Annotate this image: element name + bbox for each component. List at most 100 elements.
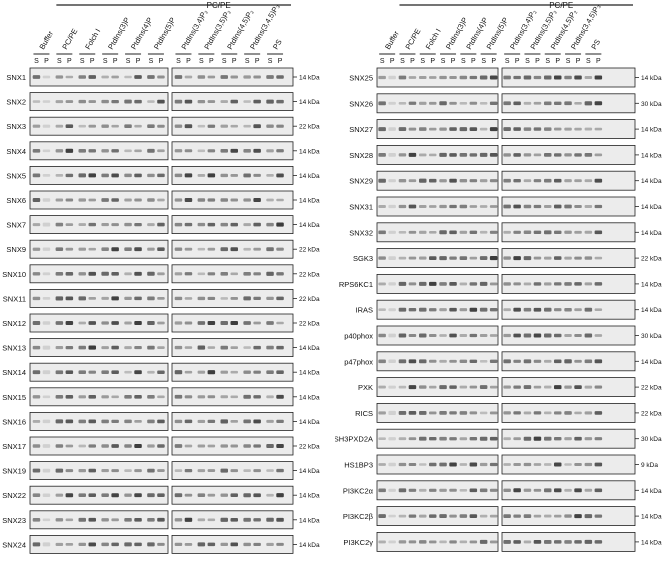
- band: [220, 124, 228, 128]
- band: [134, 222, 142, 227]
- band: [207, 198, 216, 202]
- blot-row: SNX32 14 kDa: [349, 222, 662, 243]
- band: [439, 514, 447, 519]
- band: [184, 149, 193, 153]
- band: [554, 514, 562, 518]
- band: [594, 178, 603, 183]
- band: [419, 436, 427, 441]
- band: [65, 272, 74, 276]
- band: [459, 334, 468, 337]
- band: [574, 282, 582, 286]
- band: [88, 419, 96, 424]
- kda-label: 14 kDa: [299, 345, 320, 352]
- band: [124, 517, 132, 522]
- band: [594, 75, 603, 80]
- band: [459, 179, 468, 183]
- band: [184, 272, 193, 276]
- band: [42, 174, 51, 177]
- band: [398, 462, 407, 467]
- band: [230, 296, 238, 300]
- band: [220, 395, 228, 399]
- band: [243, 149, 251, 153]
- band: [55, 419, 64, 424]
- band: [429, 411, 437, 415]
- band: [408, 488, 417, 492]
- s-label: S: [176, 58, 181, 65]
- s-label: S: [222, 58, 227, 65]
- band: [503, 75, 511, 80]
- p-label: P: [430, 58, 435, 65]
- band: [32, 247, 41, 251]
- band: [378, 178, 386, 183]
- band: [574, 463, 582, 466]
- band: [55, 100, 64, 104]
- band: [42, 468, 51, 473]
- p-label: P: [390, 58, 395, 65]
- band: [544, 436, 552, 441]
- band: [88, 247, 96, 251]
- band: [594, 204, 603, 209]
- protein-name: SNX11: [3, 294, 26, 303]
- band: [111, 198, 119, 202]
- kda-label: 14 kDa: [641, 281, 662, 288]
- band: [230, 395, 238, 399]
- band: [243, 517, 251, 522]
- kda-label: 14 kDa: [641, 230, 662, 237]
- protein-name: SNX2: [6, 98, 26, 107]
- band: [419, 101, 427, 105]
- band: [101, 419, 109, 424]
- band: [584, 514, 593, 519]
- band: [398, 153, 407, 157]
- blot-strip: [29, 313, 169, 333]
- band: [584, 333, 593, 338]
- blot-row: PI3KC2α 14 kDa: [343, 480, 662, 501]
- band: [533, 75, 542, 80]
- band: [88, 321, 96, 325]
- band: [134, 247, 142, 252]
- band: [78, 148, 86, 153]
- band: [419, 463, 427, 466]
- band: [111, 419, 119, 424]
- blot-strip: [376, 480, 499, 501]
- blot-strip: [376, 196, 499, 217]
- band: [78, 321, 86, 325]
- lane-label: PS: [589, 38, 602, 51]
- band: [439, 101, 447, 106]
- band: [419, 385, 427, 389]
- band: [378, 540, 386, 544]
- protein-name: PXK: [358, 383, 373, 392]
- band: [419, 410, 427, 415]
- blot-row: SNX2 14 kDa: [6, 92, 320, 111]
- band: [157, 247, 165, 252]
- band: [564, 334, 572, 337]
- band: [398, 333, 407, 338]
- band: [111, 370, 119, 375]
- band: [513, 385, 521, 389]
- protein-name: IRAS: [355, 306, 373, 315]
- band: [65, 100, 74, 104]
- blot-row: p40phox 30 kDa: [344, 325, 662, 346]
- band: [554, 437, 562, 441]
- blot-row: SNX23 14 kDa: [2, 510, 320, 530]
- band: [574, 256, 582, 260]
- kda-label: 14 kDa: [641, 204, 662, 211]
- s-label: S: [245, 58, 250, 65]
- band: [574, 540, 582, 544]
- band: [88, 517, 96, 522]
- band: [584, 411, 593, 415]
- band: [220, 100, 228, 104]
- band: [419, 333, 427, 338]
- band: [429, 76, 437, 79]
- band: [157, 75, 165, 79]
- blot-strip: [29, 264, 169, 284]
- band: [124, 222, 132, 227]
- band: [78, 296, 86, 301]
- band: [489, 205, 498, 208]
- band: [253, 296, 261, 301]
- band: [439, 359, 447, 363]
- blot-strip: [29, 141, 169, 161]
- band: [88, 271, 96, 276]
- band: [469, 127, 478, 131]
- band: [584, 179, 593, 183]
- band: [533, 463, 542, 466]
